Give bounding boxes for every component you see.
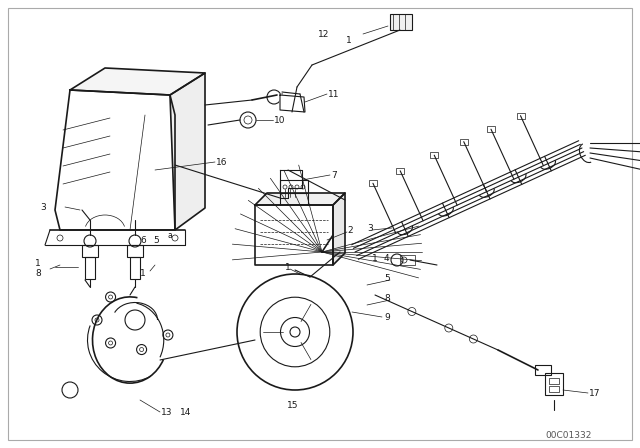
Text: 1: 1 xyxy=(346,35,352,44)
Bar xyxy=(85,257,95,279)
Text: 11: 11 xyxy=(328,90,339,99)
Bar xyxy=(130,257,140,279)
Text: 3: 3 xyxy=(40,202,45,211)
Bar xyxy=(127,245,143,257)
Text: 00C01332: 00C01332 xyxy=(545,431,591,439)
Polygon shape xyxy=(70,68,205,95)
Polygon shape xyxy=(333,193,345,265)
Bar xyxy=(487,126,495,132)
Text: 9: 9 xyxy=(384,313,390,322)
Text: 5: 5 xyxy=(153,236,159,245)
Text: 13: 13 xyxy=(161,408,173,417)
Bar xyxy=(549,378,559,384)
Polygon shape xyxy=(255,205,333,265)
Bar xyxy=(396,168,404,174)
Text: 17: 17 xyxy=(589,388,600,397)
Text: 12: 12 xyxy=(318,30,330,39)
Text: 15: 15 xyxy=(287,401,298,409)
Text: 1: 1 xyxy=(285,263,291,271)
Text: 1: 1 xyxy=(140,268,146,277)
Text: 4: 4 xyxy=(384,254,390,263)
Text: 8: 8 xyxy=(35,268,41,277)
Text: 14: 14 xyxy=(180,408,191,417)
Polygon shape xyxy=(280,170,302,198)
Text: 8: 8 xyxy=(384,293,390,302)
Bar xyxy=(400,255,415,265)
Bar xyxy=(549,386,559,392)
Bar xyxy=(460,139,468,145)
Polygon shape xyxy=(255,193,345,205)
Bar xyxy=(516,113,525,119)
Bar xyxy=(545,373,563,395)
Bar xyxy=(535,365,551,375)
Text: a: a xyxy=(168,231,172,240)
Bar xyxy=(390,14,412,30)
Polygon shape xyxy=(170,73,205,230)
Text: 1: 1 xyxy=(35,258,41,267)
Text: 3: 3 xyxy=(367,224,372,233)
Bar xyxy=(82,245,98,257)
Polygon shape xyxy=(55,90,175,230)
Bar xyxy=(280,180,308,193)
Text: 5: 5 xyxy=(384,273,390,283)
Text: 16: 16 xyxy=(216,158,227,167)
Bar xyxy=(369,180,377,186)
Text: 7: 7 xyxy=(331,171,337,180)
Bar xyxy=(430,152,438,158)
Text: 10: 10 xyxy=(274,116,285,125)
Text: 2: 2 xyxy=(347,225,353,234)
Text: 1: 1 xyxy=(372,254,378,263)
Text: 6: 6 xyxy=(140,236,146,245)
Polygon shape xyxy=(280,95,305,112)
